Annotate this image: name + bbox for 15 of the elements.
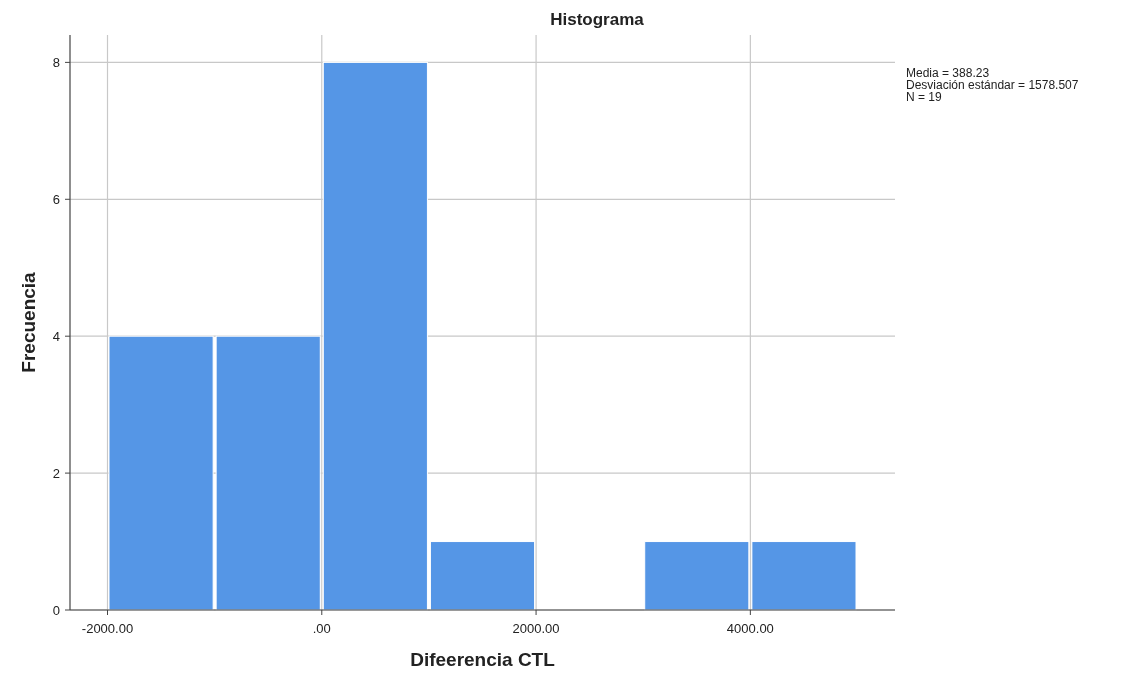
x-tick-label: -2000.00 bbox=[81, 621, 134, 636]
x-axis-title: Difeerencia CTL bbox=[410, 649, 556, 670]
y-tick-label: 4 bbox=[52, 328, 60, 344]
y-tick-label: 8 bbox=[52, 54, 60, 70]
y-tick-label: 6 bbox=[52, 191, 60, 207]
text: Media = 388.23 bbox=[906, 66, 990, 80]
x-tick-label: .00 bbox=[312, 621, 331, 636]
x-tick-label: 2000.00 bbox=[512, 621, 560, 636]
x-tick-label: 4000.00 bbox=[726, 621, 774, 636]
y-tick-label: 2 bbox=[52, 465, 60, 481]
chart-title: Histograma bbox=[550, 10, 645, 29]
text: Desviación estándar = 1578.507 bbox=[906, 78, 1079, 92]
text: N = 19 bbox=[906, 90, 943, 104]
y-tick-label: 0 bbox=[52, 602, 60, 618]
y-axis-title: Frecuencia bbox=[18, 271, 39, 373]
